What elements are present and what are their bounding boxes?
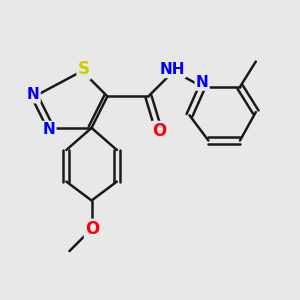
Text: O: O <box>85 220 99 238</box>
Text: N: N <box>27 87 40 102</box>
Text: N: N <box>196 75 208 90</box>
Text: N: N <box>43 122 55 137</box>
Text: NH: NH <box>159 62 185 77</box>
Text: S: S <box>78 61 90 79</box>
Text: O: O <box>152 122 167 140</box>
